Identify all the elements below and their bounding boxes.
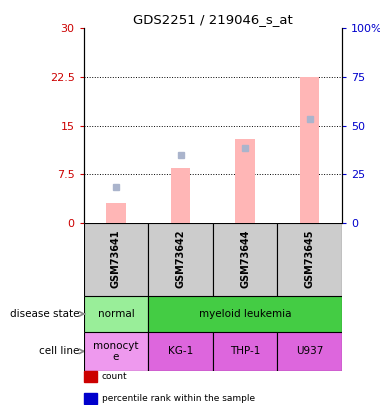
Bar (213, 223, 277, 296)
Text: GSM73645: GSM73645 (305, 230, 315, 288)
Text: normal: normal (98, 309, 134, 319)
Text: GSM73641: GSM73641 (111, 230, 121, 288)
Bar (84, 223, 148, 296)
Bar (148, 332, 213, 371)
Text: GSM73644: GSM73644 (240, 230, 250, 288)
Bar (84, 332, 148, 371)
Title: GDS2251 / 219046_s_at: GDS2251 / 219046_s_at (133, 13, 293, 26)
Bar (148, 223, 213, 296)
Bar (171, 168, 190, 223)
Text: disease state: disease state (10, 309, 80, 319)
Bar (300, 77, 319, 223)
Bar (277, 332, 342, 371)
Text: GSM73642: GSM73642 (176, 230, 185, 288)
Bar (277, 223, 342, 296)
Text: count: count (102, 372, 127, 381)
Text: monocyt
e: monocyt e (93, 341, 139, 362)
Text: cell line: cell line (40, 346, 80, 356)
Bar (106, 203, 125, 223)
Text: U937: U937 (296, 346, 323, 356)
Bar (213, 332, 277, 371)
Text: myeloid leukemia: myeloid leukemia (199, 309, 291, 319)
Text: THP-1: THP-1 (230, 346, 260, 356)
Bar (148, 296, 342, 332)
Text: percentile rank within the sample: percentile rank within the sample (102, 394, 255, 403)
Bar (84, 296, 148, 332)
Bar (235, 139, 255, 223)
Text: KG-1: KG-1 (168, 346, 193, 356)
